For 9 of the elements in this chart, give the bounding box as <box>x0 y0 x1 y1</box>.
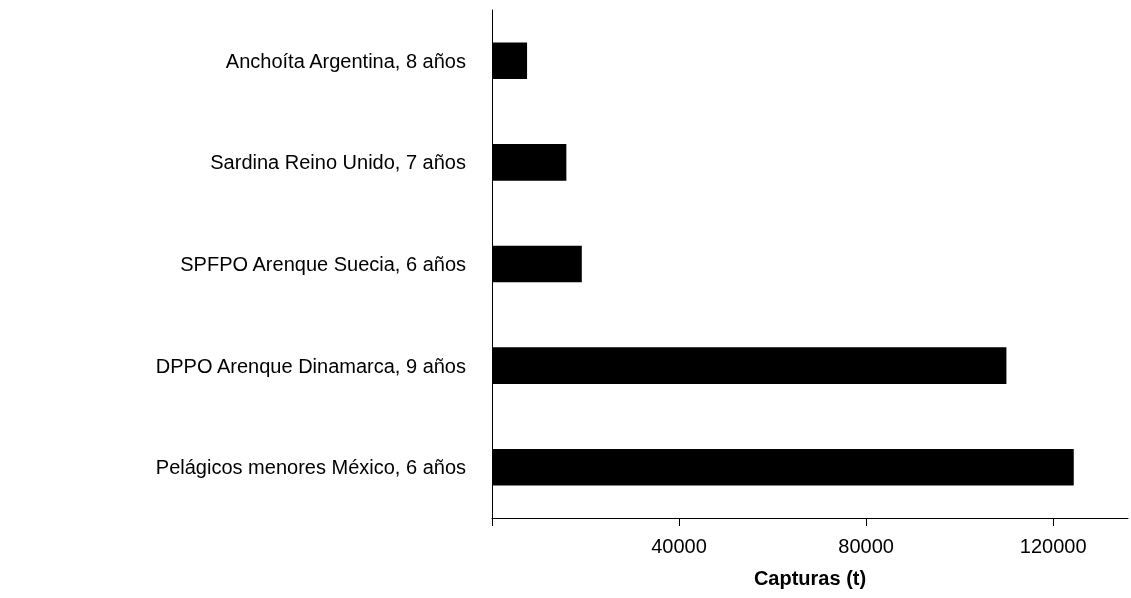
x-tick-label: 120000 <box>1019 535 1087 557</box>
y-tick-label: Anchoíta Argentina, 8 años <box>225 49 466 72</box>
y-tick-label: Pelágicos menores México, 6 años <box>155 456 466 479</box>
x-tick-label: 80000 <box>838 535 894 557</box>
y-tick-label: DPPO Arenque Dinamarca, 9 años <box>155 354 466 377</box>
x-tick-label: 40000 <box>651 535 707 557</box>
y-tick-label: SPFPO Arenque Suecia, 6 años <box>180 253 466 275</box>
y-tick-label: Sardina Reino Unido, 7 años <box>210 151 466 174</box>
x-axis-title: Capturas (t) <box>753 567 867 589</box>
